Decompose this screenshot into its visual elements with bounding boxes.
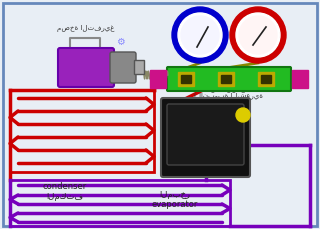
Text: بلب السحب: بلب السحب [204,85,252,92]
FancyBboxPatch shape [58,48,114,87]
Circle shape [181,16,219,54]
Text: مضخة التفريغ: مضخة التفريغ [57,25,115,32]
FancyBboxPatch shape [161,98,250,177]
Bar [178,72,194,86]
Text: condenser
المكثف: condenser المكثف [43,182,87,201]
Bar [10,180,230,226]
Bar [261,75,271,83]
Bar [221,75,231,83]
Circle shape [230,7,286,63]
Circle shape [172,7,228,63]
Bar [134,60,144,74]
FancyBboxPatch shape [167,104,244,165]
Bar [181,75,191,83]
Text: الانبوبة الشعرية: الانبوبة الشعرية [195,92,263,99]
Circle shape [178,13,222,57]
Bar [150,70,166,88]
Bar [218,72,234,86]
Bar [10,90,154,172]
FancyBboxPatch shape [110,52,136,83]
Bar [292,70,308,88]
Circle shape [239,16,277,54]
Text: المبخر
evaporator: المبخر evaporator [152,190,198,209]
Circle shape [236,13,280,57]
FancyBboxPatch shape [167,67,291,91]
Text: ⚙: ⚙ [116,37,124,47]
Circle shape [236,108,250,122]
Bar [258,72,274,86]
